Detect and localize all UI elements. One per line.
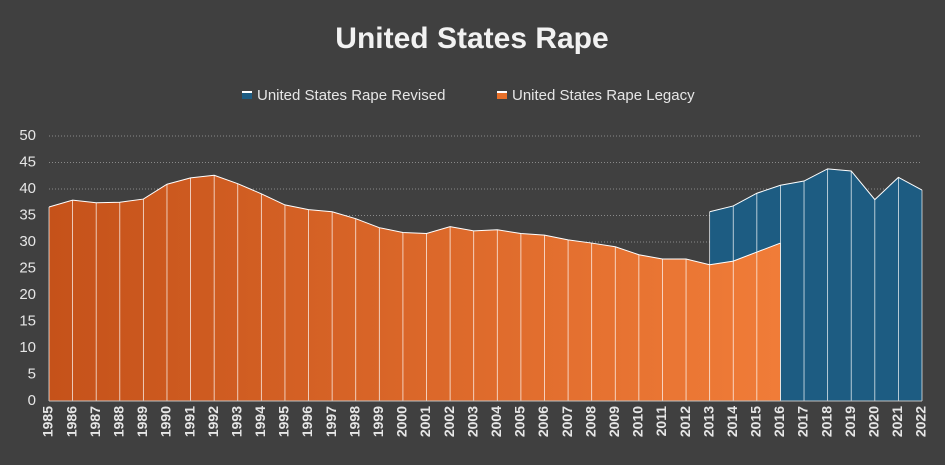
x-tick-label: 1990: [158, 406, 174, 437]
x-tick-label: 2007: [559, 406, 575, 437]
x-tick-label: 2004: [488, 406, 504, 437]
x-tick-label: 1999: [370, 406, 386, 437]
x-tick-label: 2012: [677, 406, 693, 437]
x-tick-label: 2001: [417, 406, 433, 437]
x-tick-label: 1985: [40, 406, 56, 437]
x-tick-label: 2014: [724, 406, 740, 437]
legend-swatch: [497, 93, 507, 99]
x-tick-label: 2009: [606, 406, 622, 437]
area: [49, 175, 781, 401]
x-tick-label: 2015: [748, 406, 764, 437]
x-tick-label: 1994: [252, 406, 268, 437]
x-tick-label: 2005: [512, 406, 528, 437]
x-tick-label: 1996: [299, 406, 315, 437]
x-tick-label: 2018: [818, 406, 834, 437]
legend-label: United States Rape Legacy: [512, 87, 695, 104]
legend-swatch: [242, 93, 252, 99]
x-tick-label: 2017: [795, 406, 811, 437]
x-tick-label: 1997: [323, 406, 339, 437]
legend-label: United States Rape Revised: [257, 87, 445, 104]
y-tick-label: 30: [19, 233, 36, 250]
y-tick-label: 10: [19, 339, 36, 356]
x-tick-label: 2011: [653, 406, 669, 437]
y-tick-label: 0: [28, 392, 36, 409]
x-tick-label: 2013: [700, 406, 716, 437]
y-tick-label: 5: [28, 365, 36, 382]
y-tick-label: 25: [19, 259, 36, 276]
x-tick-label: 1998: [346, 406, 362, 437]
x-tick-label: 2016: [771, 406, 787, 437]
x-tick-label: 1993: [228, 406, 244, 437]
x-tick-label: 2003: [464, 406, 480, 437]
y-tick-label: 50: [19, 127, 36, 144]
legend-swatch-edge: [242, 91, 252, 93]
area-outline: [48, 174, 781, 266]
x-tick-label: 1986: [63, 406, 79, 437]
x-tick-label: 2010: [630, 406, 646, 437]
chart-title: United States Rape: [335, 22, 608, 55]
x-tick-label: 1987: [87, 406, 103, 437]
legend-swatch-edge: [497, 91, 507, 93]
x-tick-label: 2002: [441, 406, 457, 437]
x-tick-label: 1988: [110, 406, 126, 437]
x-tick-label: 2000: [394, 406, 410, 437]
x-tick-label: 1989: [134, 406, 150, 437]
y-tick-label: 15: [19, 312, 36, 329]
x-tick-label: 2022: [913, 406, 929, 437]
x-tick-label: 1991: [181, 406, 197, 437]
x-tick-label: 2021: [889, 406, 905, 437]
y-tick-label: 35: [19, 206, 36, 223]
x-tick-label: 2006: [535, 406, 551, 437]
x-tick-label: 2020: [866, 406, 882, 437]
x-tick-label: 1995: [276, 406, 292, 437]
x-tick-label: 1992: [205, 406, 221, 437]
x-tick-label: 2008: [582, 406, 598, 437]
x-tick-label: 2019: [842, 406, 858, 437]
y-tick-label: 20: [19, 286, 36, 303]
area-outline: [709, 168, 923, 213]
y-tick-label: 40: [19, 180, 36, 197]
y-tick-label: 45: [19, 153, 36, 170]
